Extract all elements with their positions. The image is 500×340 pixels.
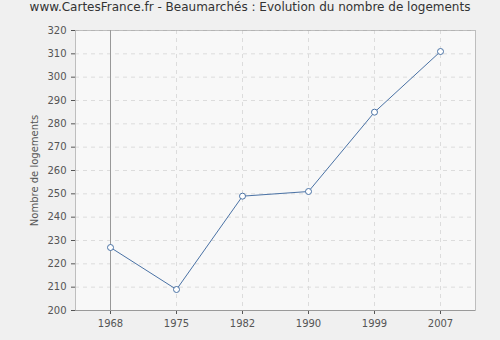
svg-text:260: 260 [47, 165, 66, 176]
svg-text:300: 300 [47, 71, 66, 82]
svg-text:1975: 1975 [164, 318, 189, 329]
svg-text:1982: 1982 [230, 318, 255, 329]
svg-text:210: 210 [47, 281, 66, 292]
svg-text:280: 280 [47, 118, 66, 129]
svg-text:320: 320 [47, 25, 66, 36]
svg-text:240: 240 [47, 211, 66, 222]
svg-text:1968: 1968 [98, 318, 123, 329]
svg-text:250: 250 [47, 188, 66, 199]
svg-text:270: 270 [47, 141, 66, 152]
svg-text:220: 220 [47, 258, 66, 269]
svg-text:290: 290 [47, 95, 66, 106]
svg-text:230: 230 [47, 235, 66, 246]
svg-text:310: 310 [47, 48, 66, 59]
svg-text:200: 200 [47, 305, 66, 316]
svg-text:2007: 2007 [428, 318, 453, 329]
html-text:www.CartesFrance.fr - Beaumarc: www.CartesFrance.fr - Beaumarchés : Evol… [29, 0, 471, 14]
svg-text:1999: 1999 [362, 318, 387, 329]
svg-text:1990: 1990 [296, 318, 321, 329]
svg-text:Nombre de logements: Nombre de logements [29, 115, 40, 226]
